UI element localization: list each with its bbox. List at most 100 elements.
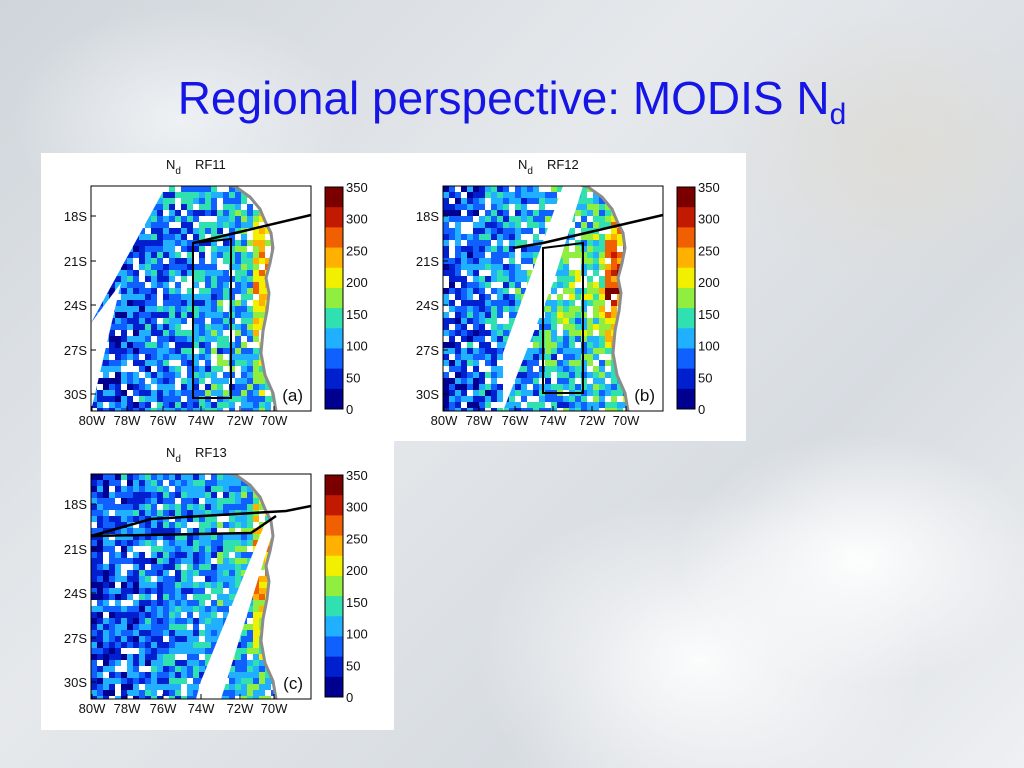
colorbar-segment: [677, 187, 695, 208]
colorbar-segment: [677, 328, 695, 349]
colorbar-segment: [677, 308, 695, 329]
panel-title: Nd RF13: [166, 445, 227, 465]
colorbar-segment: [325, 247, 343, 269]
colorbar-tick-label: 0: [346, 402, 353, 417]
colorbar-segment: [325, 475, 343, 496]
colorbar-tick-label: 150: [346, 595, 368, 610]
lat-tick-label: 30S: [64, 675, 87, 690]
panel-flight: RF13: [195, 445, 227, 460]
lat-tick-label: 21S: [64, 254, 87, 269]
colorbar-segment: [325, 308, 343, 329]
lat-tick-label: 21S: [416, 254, 439, 269]
lon-tick-label: 76W: [150, 413, 177, 428]
lat-tick-label: 24S: [64, 586, 87, 601]
nd-field: [91, 186, 311, 411]
colorbar-tick-label: 300: [346, 500, 368, 515]
lon-tick-label: 70W: [613, 413, 640, 428]
colorbar-segment: [677, 227, 695, 249]
colorbar-segment: [325, 227, 343, 249]
lat-tick-label: 18S: [64, 209, 87, 224]
colorbar-tick-label: 0: [698, 402, 705, 417]
flight-track: [512, 213, 664, 250]
panel-label: (a): [282, 386, 303, 405]
lon-tick-label: 72W: [227, 701, 254, 716]
lon-tick-label: 74W: [188, 701, 215, 716]
colorbar-segment: [325, 636, 343, 658]
lon-tick-label: 80W: [431, 413, 458, 428]
colorbar-segment: [677, 267, 695, 289]
panel-variable-sub: d: [175, 166, 181, 177]
colorbar-segment: [325, 267, 343, 289]
colorbar-tick-label: 250: [346, 243, 368, 258]
colorbar-tick-label: 150: [346, 307, 368, 322]
panel-label: (c): [283, 674, 303, 693]
colorbar-segment: [325, 656, 343, 678]
lon-tick-label: 76W: [150, 701, 177, 716]
colorbar-frame: [324, 474, 344, 698]
lon-tick-label: 80W: [79, 413, 106, 428]
colorbar-tick-label: 100: [346, 339, 368, 354]
map-panel-rf13: Nd RF13 18S 21S 24S 27S 30S 80W 78W 76W 74W 72W 70W (…: [41, 441, 393, 729]
lon-tick-label: 72W: [579, 413, 606, 428]
lat-tick-label: 24S: [64, 298, 87, 313]
colorbar-segment: [325, 348, 343, 370]
lon-tick-label: 80W: [79, 701, 106, 716]
colorbar-segment: [677, 287, 695, 309]
colorbar-segment: [325, 515, 343, 537]
lat-tick-label: 27S: [64, 631, 87, 646]
nd-field: [91, 474, 311, 699]
colorbar-segment: [325, 676, 343, 698]
colorbar-segment: [325, 388, 343, 410]
lat-tick-label: 27S: [64, 343, 87, 358]
colorbar-segment: [325, 287, 343, 309]
colorbar-segment: [325, 187, 343, 208]
slide-title-text: Regional perspective: MODIS N: [177, 72, 830, 124]
lon-tick-label: 72W: [227, 413, 254, 428]
panel-label: (b): [634, 386, 655, 405]
colorbar-segment: [677, 348, 695, 370]
panel-variable: N: [518, 157, 527, 172]
colorbar-segment: [325, 328, 343, 349]
colorbar-segment: [325, 596, 343, 617]
panel-flight: RF11: [195, 157, 226, 172]
lon-tick-label: 74W: [188, 413, 215, 428]
flight-track-box: [192, 237, 232, 399]
colorbar-segment: [677, 207, 695, 228]
lat-tick-label: 18S: [416, 209, 439, 224]
flight-track: [192, 213, 312, 245]
lat-tick-label: 21S: [64, 542, 87, 557]
colorbar-tick-label: 50: [698, 370, 712, 385]
panel-variable: N: [166, 445, 175, 460]
colorbar-tick-label: 50: [346, 370, 360, 385]
colorbar-segment: [677, 247, 695, 269]
colorbar-tick-label: 100: [698, 339, 720, 354]
panel-title: Nd RF12: [518, 157, 579, 177]
flight-track-box: [542, 241, 584, 394]
lat-tick-label: 18S: [64, 497, 87, 512]
panel-title: Nd RF11: [166, 157, 226, 177]
colorbar-tick-label: 300: [698, 212, 720, 227]
lon-tick-label: 74W: [540, 413, 567, 428]
flight-track: [90, 504, 312, 538]
colorbar-frame: [324, 186, 344, 410]
lon-tick-label: 78W: [114, 701, 141, 716]
colorbar-tick-label: 250: [346, 531, 368, 546]
lon-tick-label: 70W: [261, 413, 288, 428]
colorbar-segment: [325, 555, 343, 577]
lat-tick-label: 30S: [416, 387, 439, 402]
colorbar-tick-label: 200: [346, 563, 368, 578]
lat-tick-label: 24S: [416, 298, 439, 313]
colorbar-tick-label: 250: [698, 243, 720, 258]
slide-title: Regional perspective: MODIS Nd: [0, 70, 1024, 143]
colorbar-tick-label: 350: [698, 180, 720, 195]
colorbar-tick-label: 200: [698, 275, 720, 290]
colorbar-tick-label: 350: [346, 468, 368, 483]
colorbar-tick-label: 350: [346, 180, 368, 195]
colorbar-tick-label: 100: [346, 627, 368, 642]
lat-tick-label: 27S: [416, 343, 439, 358]
colorbar-segment: [325, 535, 343, 557]
nd-field: [443, 186, 663, 411]
lon-tick-label: 70W: [261, 701, 288, 716]
map-panel-rf12: Nd RF12 18S 21S 24S 27S 30S 80W 78W 76W 74W 72W 70W (…: [393, 153, 745, 441]
colorbar-segment: [325, 495, 343, 516]
